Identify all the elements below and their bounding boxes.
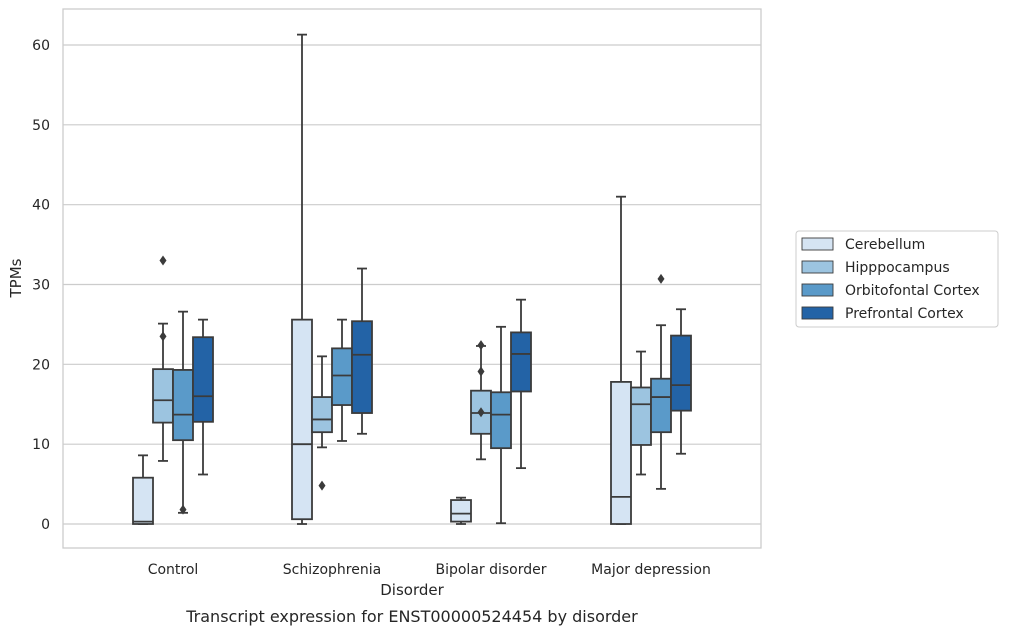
box-2-1 — [331, 318, 353, 442]
y-axis-ticks: 0 10 20 30 40 50 60 — [32, 38, 50, 533]
box-1-2 — [470, 340, 492, 461]
box-body — [610, 380, 632, 525]
y-tick-label-0: 0 — [41, 517, 50, 533]
legend-label-0: Cerebellum — [845, 237, 925, 253]
gridlines — [63, 44, 761, 525]
y-tick-label-40: 40 — [32, 198, 50, 214]
legend-frame — [795, 230, 999, 328]
outlier-point — [318, 480, 326, 491]
legend-label-3: Prefrontal Cortex — [845, 306, 964, 322]
legend: Cerebellum Hipppocampus Orbitofontal Corte… — [795, 230, 999, 328]
box-1-3 — [630, 350, 652, 476]
legend-swatch-0 — [801, 237, 834, 251]
box-body — [510, 331, 532, 393]
box-2-3 — [650, 273, 672, 490]
x-tick-label-2: Bipolar disorder — [435, 562, 546, 578]
y-tick-label-60: 60 — [32, 38, 50, 54]
box-0-0 — [132, 454, 154, 525]
plot-area-frame — [62, 8, 762, 549]
box-body — [172, 369, 194, 442]
outlier-point — [477, 407, 485, 418]
box-body — [152, 368, 174, 424]
box-body — [670, 334, 692, 412]
legend-label-2: Orbitofontal Cortex — [845, 283, 980, 299]
box-body — [630, 386, 652, 446]
outlier-point — [159, 255, 167, 266]
box-body — [450, 499, 472, 523]
box-3-2 — [510, 298, 532, 470]
x-tick-label-1: Schizophrenia — [283, 562, 381, 578]
box-2-2 — [490, 325, 512, 525]
x-axis-label: Disorder — [380, 581, 444, 599]
y-tick-label-50: 50 — [32, 118, 50, 134]
outlier-point — [477, 340, 485, 351]
outlier-point — [657, 273, 665, 284]
box-body — [311, 396, 333, 434]
x-tick-label-3: Major depression — [591, 562, 711, 578]
y-tick-label-30: 30 — [32, 278, 50, 294]
y-tick-label-10: 10 — [32, 437, 50, 453]
box-0-2 — [450, 496, 472, 525]
box-body — [351, 320, 373, 414]
box-1-1 — [311, 355, 333, 491]
box-2-0 — [172, 310, 194, 515]
legend-swatch-3 — [801, 306, 834, 320]
box-body — [192, 336, 214, 423]
chart-caption: Transcript expression for ENST0000052445… — [185, 607, 638, 626]
legend-label-1: Hipppocampus — [845, 260, 950, 276]
box-1-0 — [152, 255, 174, 462]
boxes — [132, 33, 692, 525]
box-0-3 — [610, 195, 632, 525]
y-tick-label-20: 20 — [32, 357, 50, 373]
box-body — [490, 391, 512, 450]
box-body — [331, 347, 353, 406]
box-0-1 — [291, 33, 313, 525]
outlier-point — [159, 331, 167, 342]
box-3-3 — [670, 308, 692, 455]
box-3-1 — [351, 267, 373, 435]
y-axis-label: TPMs — [7, 258, 25, 298]
legend-swatch-2 — [801, 283, 834, 297]
box-body — [291, 318, 313, 521]
box-body — [132, 476, 154, 525]
outlier-point — [179, 504, 187, 515]
box-body — [650, 377, 672, 434]
x-tick-label-0: Control — [148, 562, 199, 578]
x-axis-ticks: Control Schizophrenia Bipolar disorder Majo… — [148, 562, 711, 578]
box-3-0 — [192, 318, 214, 476]
outlier-point — [477, 366, 485, 377]
legend-swatch-1 — [801, 260, 834, 274]
